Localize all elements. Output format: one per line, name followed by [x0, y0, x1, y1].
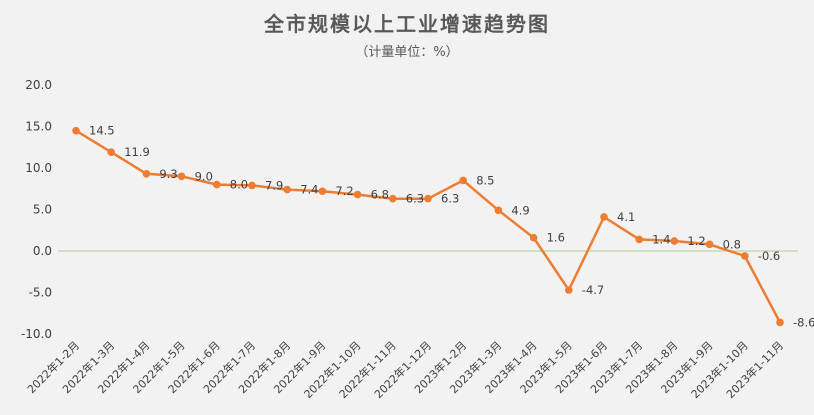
- data-label: -0.6: [758, 249, 780, 263]
- data-point: [459, 176, 468, 185]
- data-point: [565, 286, 573, 294]
- chart-subtitle: （计量单位：%）: [355, 45, 458, 60]
- data-label: 9.3: [159, 167, 177, 181]
- data-point: [177, 172, 186, 181]
- data-point: [389, 194, 397, 203]
- chart-title: 全市规模以上工业增速趋势图: [263, 12, 550, 36]
- data-label: 7.4: [300, 183, 318, 197]
- data-label: 1.6: [547, 231, 565, 245]
- data-point: [670, 237, 679, 245]
- y-tick-label: -5.0: [29, 286, 52, 300]
- series-line: [75, 129, 782, 323]
- data-label: -8.6: [793, 315, 814, 329]
- data-point: [705, 240, 714, 249]
- data-point: [600, 213, 608, 221]
- data-point: [318, 187, 327, 196]
- data-label: 6.8: [371, 188, 389, 202]
- data-label: 4.1: [617, 210, 635, 224]
- data-point: [424, 194, 432, 203]
- y-tick-label: 15.0: [25, 120, 52, 134]
- data-label: 1.2: [687, 234, 705, 248]
- data-point: [776, 318, 784, 327]
- data-point: [107, 148, 115, 157]
- data-label: 7.2: [335, 184, 353, 198]
- data-point: [635, 235, 643, 244]
- y-tick-label: 10.0: [25, 161, 52, 175]
- data-point: [213, 180, 221, 189]
- data-point: [283, 185, 292, 194]
- data-label: 14.5: [89, 124, 115, 138]
- y-tick-label: 5.0: [33, 203, 52, 217]
- data-point: [353, 190, 362, 199]
- data-label: 7.9: [265, 178, 283, 192]
- data-label: -4.7: [582, 283, 604, 297]
- data-label: 9.0: [195, 169, 213, 183]
- data-point: [529, 233, 538, 242]
- data-point: [142, 170, 151, 178]
- data-point: [741, 252, 749, 260]
- data-point: [72, 126, 80, 135]
- data-label: 11.9: [124, 145, 150, 159]
- y-tick-label: 0.0: [33, 244, 52, 258]
- data-label: 6.3: [406, 192, 424, 206]
- y-tick-label: 20.0: [25, 78, 52, 92]
- data-label: 8.0: [230, 178, 248, 192]
- data-label: 0.8: [723, 237, 741, 251]
- data-point: [248, 181, 256, 190]
- data-label: 8.5: [476, 173, 494, 187]
- data-label: 6.3: [441, 192, 459, 206]
- data-point: [494, 206, 503, 215]
- data-label: 4.9: [511, 203, 529, 217]
- y-tick-label: -10.0: [21, 327, 52, 341]
- data-label: 1.4: [652, 232, 670, 246]
